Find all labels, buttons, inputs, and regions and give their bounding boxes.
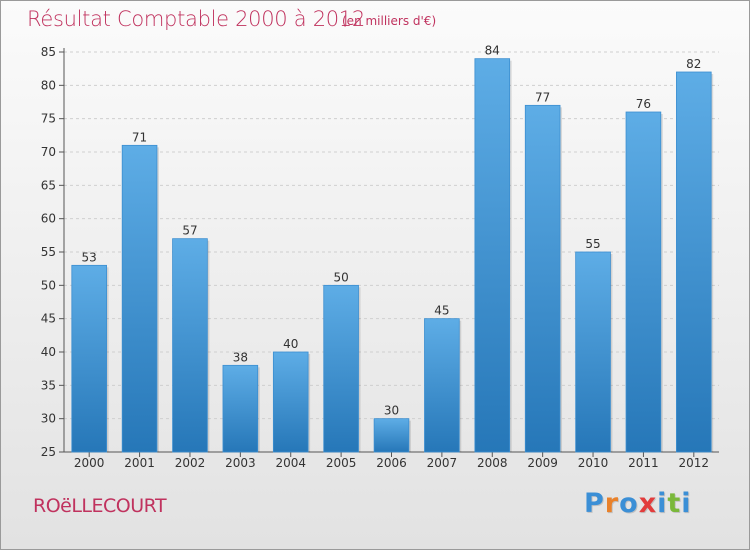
chart-title: Résultat Comptable 2000 à 2012 xyxy=(27,7,365,31)
data-label-2011: 76 xyxy=(636,97,651,111)
data-label-2007: 45 xyxy=(434,304,449,318)
x-tick-label-2002: 2002 xyxy=(175,456,206,470)
logo-letter: o xyxy=(619,488,639,519)
location-name: ROëLLECOURT xyxy=(33,495,167,517)
x-tick-label-2005: 2005 xyxy=(326,456,357,470)
x-tick-label-2012: 2012 xyxy=(679,456,710,470)
data-label-2002: 57 xyxy=(182,224,197,238)
chart-subtitle: (en milliers d'€) xyxy=(342,14,437,28)
y-tick-label-50: 50 xyxy=(41,278,56,292)
y-tick-label-40: 40 xyxy=(41,345,56,359)
logo-letter: x xyxy=(638,488,658,519)
bar-2002 xyxy=(172,238,208,453)
data-label-2012: 82 xyxy=(686,57,701,71)
data-label-2005: 50 xyxy=(333,270,348,284)
bar-2010 xyxy=(575,251,611,453)
logo-letter: P xyxy=(584,488,605,519)
data-label-2004: 40 xyxy=(283,337,298,351)
x-tick-label-2007: 2007 xyxy=(427,456,458,470)
bar-2011 xyxy=(625,111,662,453)
bar-2000 xyxy=(71,264,107,453)
data-label-2000: 53 xyxy=(82,250,97,264)
y-tick-label-35: 35 xyxy=(41,378,56,392)
x-tick-label-2011: 2011 xyxy=(628,456,659,470)
bar-2005 xyxy=(323,284,359,453)
data-label-2010: 55 xyxy=(585,237,600,251)
logo-letter: i xyxy=(681,488,692,519)
bar-2003 xyxy=(222,364,259,453)
proxiti-logo[interactable]: Proxiti xyxy=(584,488,692,519)
data-label-2006: 30 xyxy=(384,404,399,418)
bar-2008 xyxy=(474,58,511,453)
data-label-2008: 84 xyxy=(485,44,500,58)
y-tick-label-75: 75 xyxy=(41,112,56,126)
y-tick-label-45: 45 xyxy=(41,312,56,326)
labels: 25 30 35 40 45 50 55 60 65 70 75 80 85 53 2000 71 2001 57… xyxy=(41,44,709,470)
y-tick-label-60: 60 xyxy=(41,212,56,226)
bar-2012 xyxy=(676,71,712,453)
y-tick-label-65: 65 xyxy=(41,178,56,192)
data-label-2003: 38 xyxy=(233,350,248,364)
logo-letter: t xyxy=(667,488,682,519)
x-tick-label-2000: 2000 xyxy=(74,456,105,470)
x-tick-label-2001: 2001 xyxy=(124,456,155,470)
grid-lines xyxy=(64,51,719,453)
bar-2009 xyxy=(524,104,561,453)
y-tick-label-55: 55 xyxy=(41,245,56,259)
x-tick-label-2004: 2004 xyxy=(275,456,306,470)
logo-letter: i xyxy=(657,488,668,519)
y-tick-label-25: 25 xyxy=(41,445,56,459)
bars xyxy=(71,58,714,453)
x-tick-label-2010: 2010 xyxy=(578,456,609,470)
x-tick-label-2008: 2008 xyxy=(477,456,508,470)
x-tick-label-2006: 2006 xyxy=(376,456,407,470)
data-label-2001: 71 xyxy=(132,130,147,144)
logo-letter: r xyxy=(604,488,620,519)
bar-2001 xyxy=(121,144,158,453)
data-label-2009: 77 xyxy=(535,90,550,104)
bar-2004 xyxy=(272,351,309,453)
y-tick-label-30: 30 xyxy=(41,412,56,426)
x-tick-label-2009: 2009 xyxy=(527,456,558,470)
y-tick-label-70: 70 xyxy=(41,145,56,159)
bar-2007 xyxy=(424,318,460,453)
y-tick-label-80: 80 xyxy=(41,78,56,92)
bar-2006 xyxy=(373,418,410,453)
y-tick-label-85: 85 xyxy=(41,45,56,59)
x-tick-label-2003: 2003 xyxy=(225,456,256,470)
